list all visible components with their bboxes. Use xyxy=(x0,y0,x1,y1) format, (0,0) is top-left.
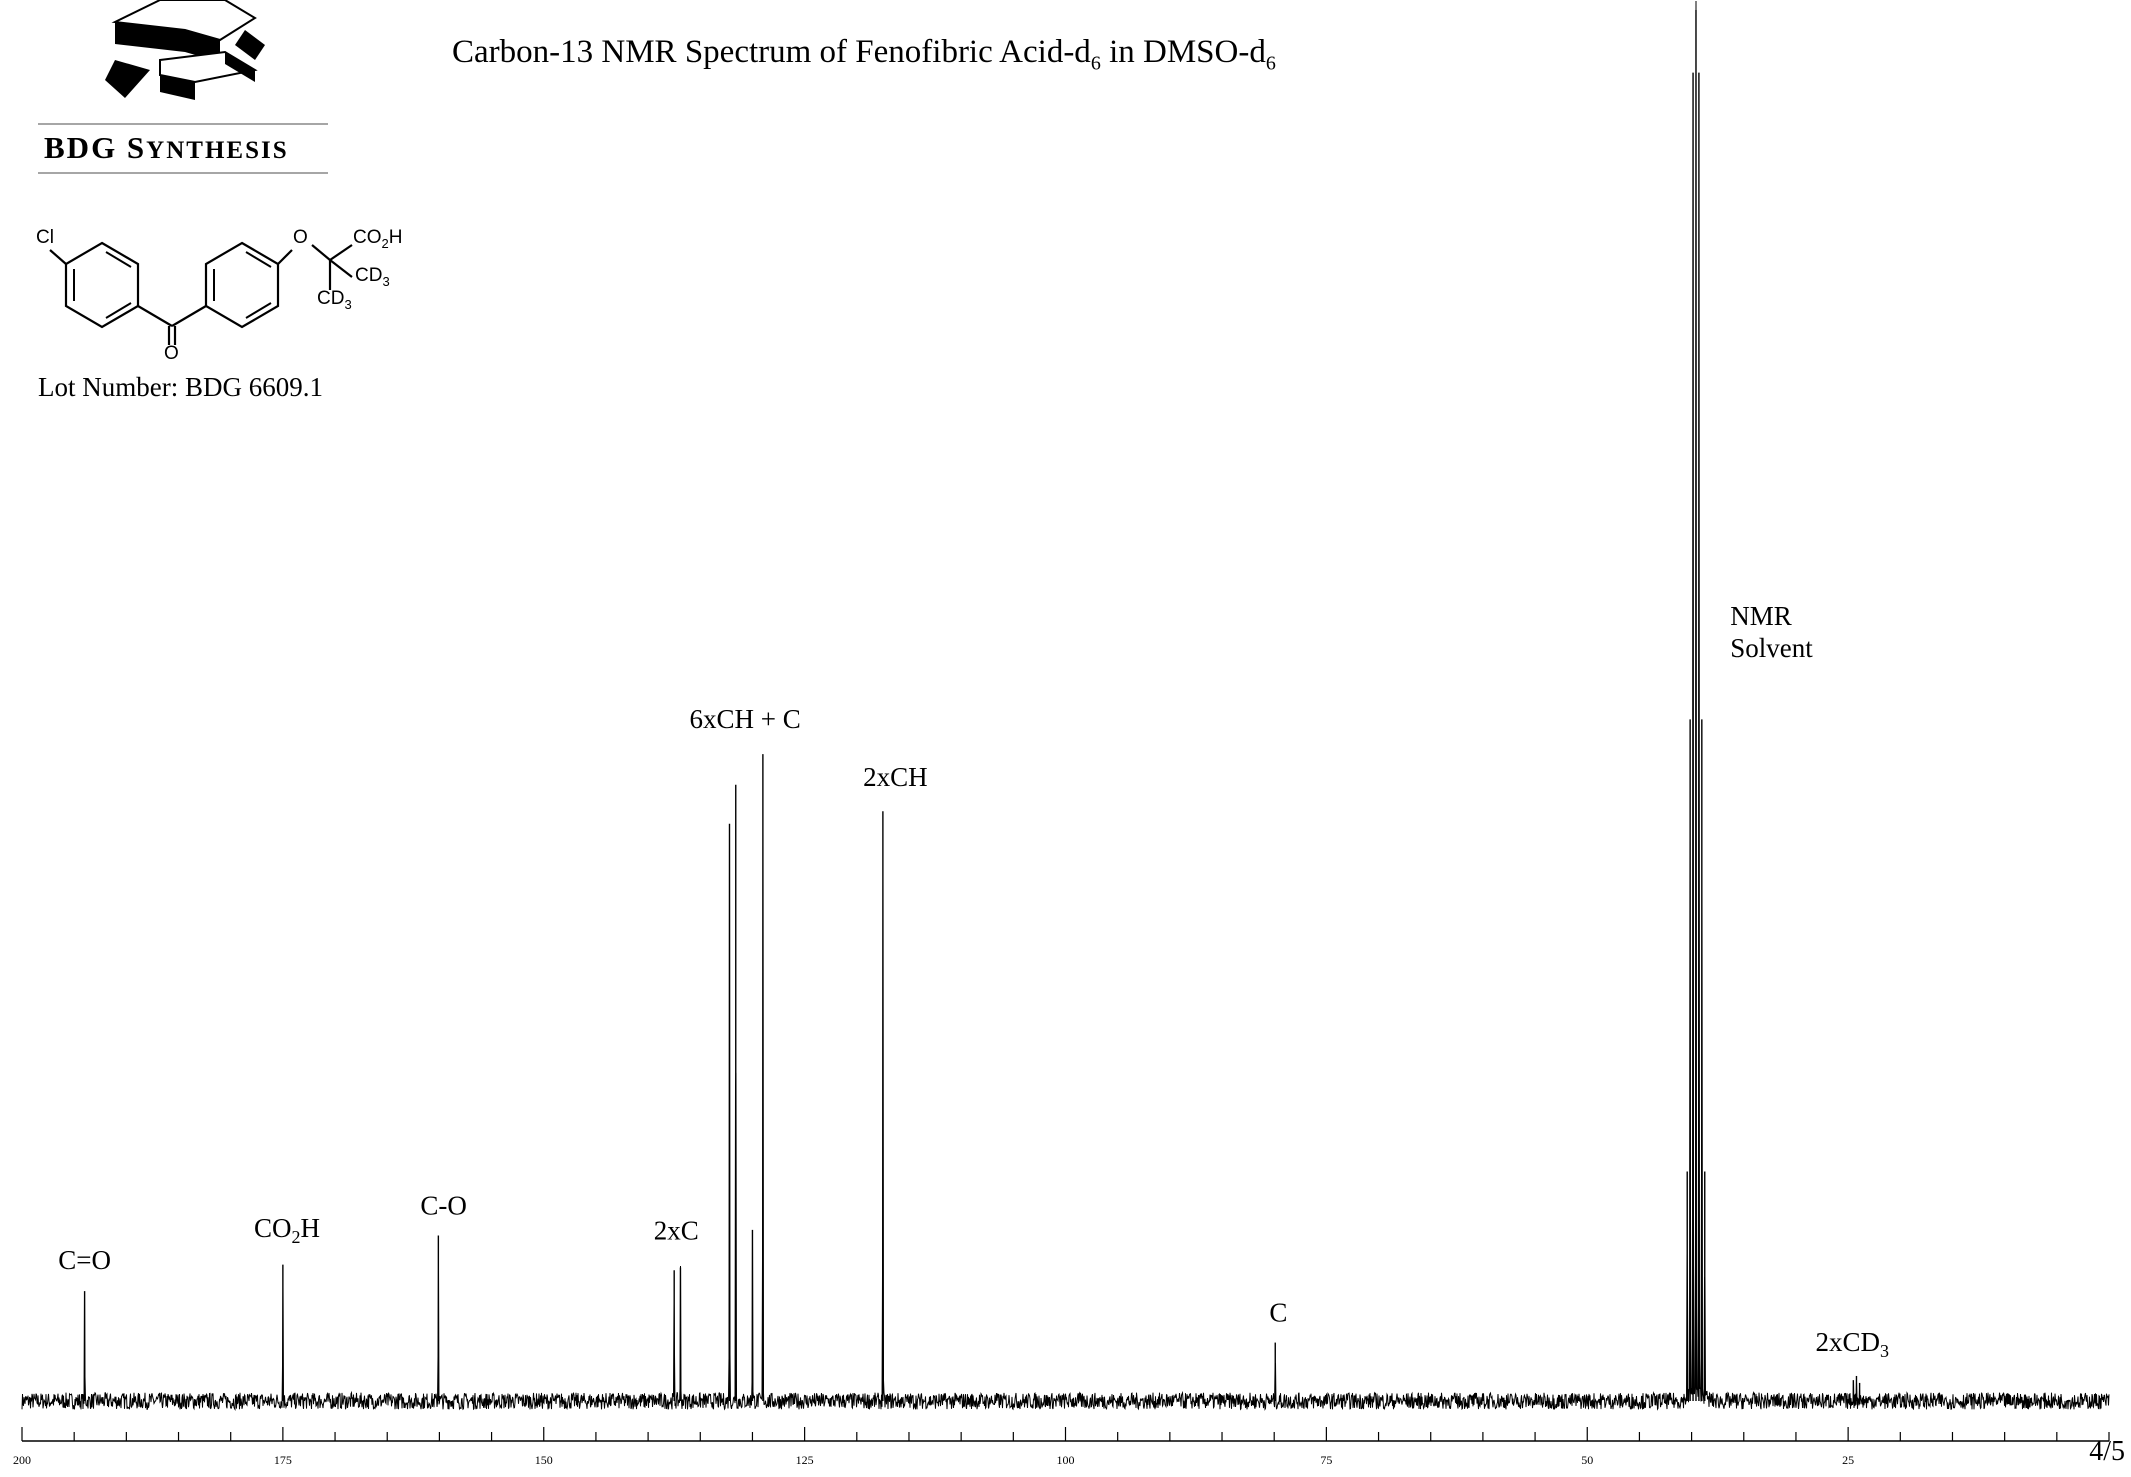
peak-annotation: NMR Solvent xyxy=(1730,601,1813,663)
ether-oxygen-label: O xyxy=(293,227,308,248)
peak-annotation: C xyxy=(1269,1298,1287,1328)
x-tick-label: 125 xyxy=(796,1453,814,1467)
peak-annotation: C=O xyxy=(58,1245,111,1275)
x-tick-label: 25 xyxy=(1842,1453,1854,1467)
x-tick-label: 50 xyxy=(1581,1453,1593,1467)
peak-annotation: 2xCH xyxy=(863,762,928,792)
peak-annotation: 2xC xyxy=(654,1216,699,1246)
company-logo xyxy=(105,0,265,100)
cd3-label-a: CD3 xyxy=(355,265,390,289)
peak-annotation: 2xCD3 xyxy=(1816,1327,1890,1361)
lot-number: Lot Number: BDG 6609.1 xyxy=(38,372,323,402)
peak-annotation: CO2H xyxy=(254,1213,320,1247)
carboxyl-label: CO2H xyxy=(353,227,403,251)
x-tick-label: 150 xyxy=(535,1453,553,1467)
brand-rules xyxy=(38,123,328,174)
peak-annotation: 6xCH + C xyxy=(690,704,801,734)
carbonyl-oxygen-label: O xyxy=(164,343,179,364)
page-number: 4/5 xyxy=(2089,1436,2125,1467)
company-name: BDG SYNTHESIS xyxy=(44,130,289,165)
page-title: Carbon-13 NMR Spectrum of Fenofibric Aci… xyxy=(452,34,1276,75)
x-tick-label: 175 xyxy=(274,1453,292,1467)
cd3-label-b: CD3 xyxy=(317,288,352,312)
x-tick-label: 100 xyxy=(1057,1453,1075,1467)
peak-annotation: C-O xyxy=(420,1191,467,1221)
spectrum-trace xyxy=(21,0,2110,1411)
x-tick-label: 200 xyxy=(13,1453,31,1467)
chlorine-label: Cl xyxy=(36,227,54,248)
x-tick-label: 75 xyxy=(1320,1453,1332,1467)
chemical-structure: Cl O O CO2H CD3 CD3 xyxy=(30,215,420,365)
